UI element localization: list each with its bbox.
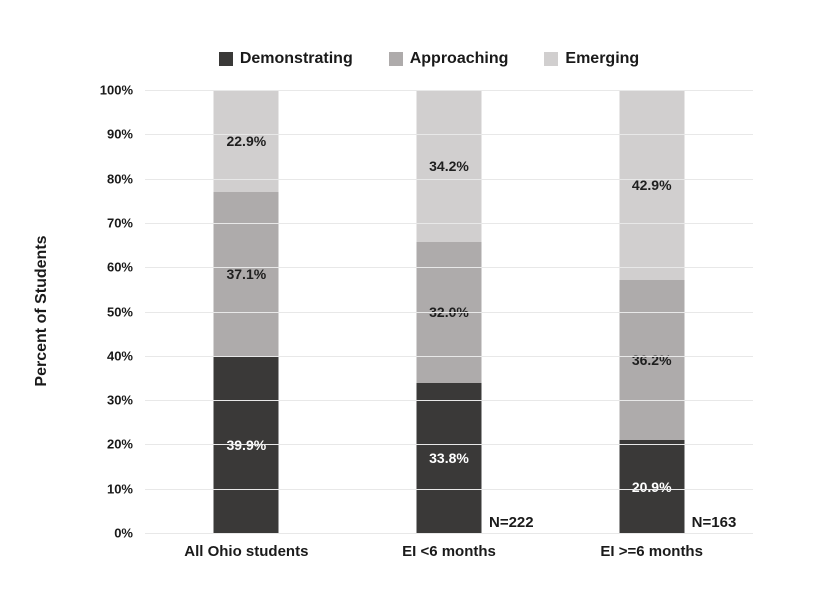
y-tick-label: 70% [106,215,133,231]
legend-label: Emerging [565,50,640,67]
gridline [145,533,753,534]
y-tick-label: 30% [106,392,133,408]
bar-segment-emerging: 42.9% [619,90,685,281]
gridline [145,311,753,313]
y-tick-label: 80% [106,171,133,187]
n-annotation: N=163 [691,514,737,531]
x-axis-labels: All Ohio students EI <6 months EI >=6 mont… [145,543,753,560]
segment-value-label: 20.9% [631,478,672,495]
segment-value-label: 37.1% [226,266,267,283]
bar-segment-emerging: 34.2% [416,90,482,242]
x-axis-label: All Ohio students [184,543,309,560]
gridline [145,488,753,490]
gridline [145,178,753,180]
gridline [145,134,753,136]
legend-swatch-icon [388,52,403,66]
legend-label: Demonstrating [239,50,353,67]
legend-swatch-icon [544,52,559,66]
y-tick-label: 40% [106,348,133,364]
legend-item-demonstrating: Demonstrating [218,50,353,68]
bar-segment-approaching: 37.1% [213,191,279,357]
gridline [145,400,753,402]
gridline [145,90,753,91]
y-tick-label: 50% [106,304,133,319]
y-axis-title: Percent of Students [33,235,50,387]
legend: Demonstrating Approaching Emerging [125,50,733,68]
gridline [145,444,753,446]
y-axis-ticks: 100% 90% 80% 70% 60% 50% 40% 30% 20% 10% 0% [70,83,133,541]
bar-segment-approaching: 36.2% [619,280,685,441]
gridline [145,267,753,269]
y-tick-label: 90% [106,126,133,142]
segment-value-label: 34.2% [429,157,469,174]
segment-value-label: 33.8% [429,450,469,467]
legend-swatch-icon [218,52,233,66]
bar-segment-emerging: 22.9% [213,90,279,192]
gridline [145,222,753,224]
segment-value-label: 36.2% [631,352,672,369]
legend-label: Approaching [409,50,509,67]
y-tick-label: 20% [106,436,133,452]
legend-item-approaching: Approaching [388,50,509,68]
plot-area: 22.9% 37.1% 39.9% 34.2% 32.0% 33.8% N=222 42.9%… [145,90,753,534]
legend-item-emerging: Emerging [544,50,639,68]
x-axis-label: EI <6 months [402,543,496,560]
y-tick-label: 10% [106,481,133,497]
y-tick-label: 0% [114,525,133,541]
x-axis-label: EI >=6 months [600,543,703,560]
gridline [145,355,753,357]
bar-segment-demonstrating: 20.9% [619,440,685,533]
y-tick-label: 60% [106,259,133,275]
n-annotation: N=222 [489,514,534,531]
y-tick-label: 100% [99,82,133,98]
segment-value-label: 22.9% [226,133,267,150]
segment-value-label: 42.9% [631,177,672,194]
bar-segment-demonstrating: 33.8% [416,383,482,533]
